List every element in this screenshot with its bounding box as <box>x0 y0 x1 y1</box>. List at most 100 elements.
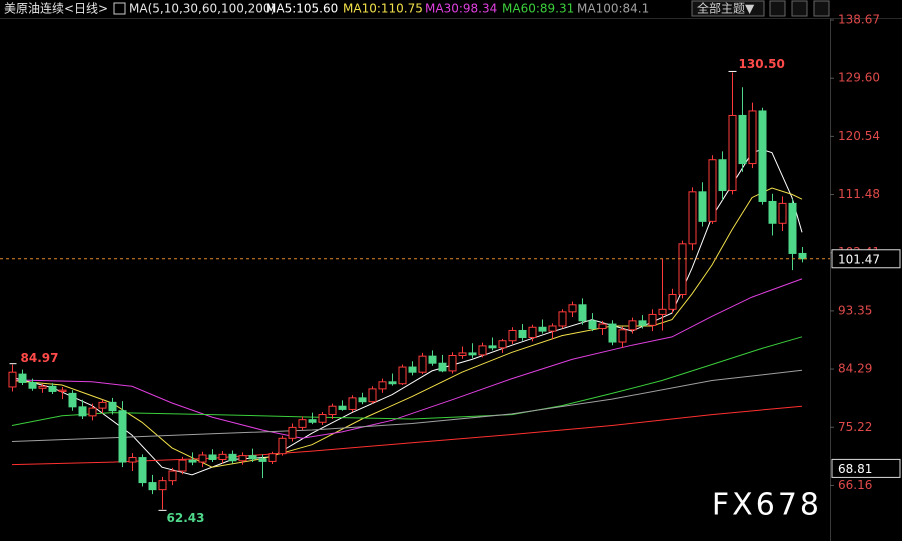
candle-body <box>648 313 657 326</box>
candle-body <box>78 406 87 417</box>
legend-entry: MA60:89.31 <box>502 2 574 16</box>
candle-body <box>798 252 807 260</box>
candle-body <box>598 323 607 330</box>
candle-body <box>608 323 617 343</box>
candle-body <box>498 340 507 349</box>
candle-body <box>248 455 257 460</box>
candle-body <box>448 355 457 372</box>
candle-body <box>558 311 567 327</box>
candle-body <box>768 200 777 224</box>
y-tick-label: 120.54 <box>838 129 880 143</box>
candle-body <box>58 389 67 392</box>
candle-body <box>738 114 747 165</box>
candle-body <box>8 371 17 388</box>
icon-button[interactable] <box>791 0 808 17</box>
candle-body <box>778 202 787 224</box>
candle-body <box>218 453 227 460</box>
candle-body <box>178 459 187 472</box>
y-tick-label: 75.22 <box>838 420 872 434</box>
candle-body <box>508 329 517 342</box>
candle-body <box>788 202 797 254</box>
ma-line <box>11 187 803 468</box>
candle-body <box>208 454 217 460</box>
y-tick-label: 84.29 <box>838 362 872 376</box>
candle-body <box>308 419 317 423</box>
icon-button[interactable] <box>769 0 786 17</box>
marker-price-box <box>831 458 901 478</box>
candle-body <box>638 320 647 326</box>
candle-body <box>368 388 377 403</box>
candle-body <box>698 191 707 222</box>
candle-body <box>668 294 677 310</box>
y-tick-label: 66.16 <box>838 478 872 492</box>
candle-body <box>468 352 477 356</box>
candle-body <box>728 114 737 192</box>
low-label: 62.43 <box>167 511 205 525</box>
candle-body <box>238 455 247 462</box>
candle-body <box>548 325 557 332</box>
candle-body <box>718 159 727 192</box>
candle-body <box>128 457 137 463</box>
candle-body <box>328 405 337 416</box>
candle-body <box>28 381 37 389</box>
legend-entry: MA10:110.75 <box>343 2 423 16</box>
ma-icon[interactable] <box>113 2 126 15</box>
candle-body <box>458 352 467 357</box>
candle-body <box>88 407 97 417</box>
period[interactable]: <日线> <box>64 2 108 16</box>
left-label: 84.97 <box>21 351 59 365</box>
candle-body <box>488 345 497 349</box>
candle-body <box>68 392 77 408</box>
candle-body <box>518 329 527 339</box>
candle-body <box>538 326 547 332</box>
last-price-label: 101.47 <box>838 252 880 266</box>
watermark: FX678 <box>712 488 822 523</box>
candle-body <box>528 326 537 339</box>
candle-body <box>688 191 697 245</box>
y-tick-label: 129.60 <box>838 71 880 85</box>
ma-line <box>11 278 803 439</box>
candle-body <box>338 405 347 410</box>
candle-body <box>168 470 177 482</box>
theme-button-text[interactable]: 全部主题▼ <box>697 1 755 16</box>
candle-body <box>348 397 357 410</box>
candle-body <box>48 385 57 392</box>
candle-body <box>418 355 427 373</box>
legend-entry: MA5:105.60 <box>266 2 338 16</box>
candle-body <box>588 320 597 330</box>
candle-body <box>298 419 307 428</box>
candle-body <box>38 385 47 389</box>
candle-body <box>568 304 577 313</box>
y-tick-label: 111.48 <box>838 187 880 201</box>
candle-body <box>318 414 327 423</box>
legend-entry: MA30:98.34 <box>425 2 497 16</box>
candle-body <box>138 457 147 484</box>
candle-body <box>438 362 447 372</box>
theme-button[interactable] <box>691 0 765 17</box>
marker-price-label: 68.81 <box>838 462 872 476</box>
candle-body <box>148 482 157 491</box>
candle-body <box>118 410 127 463</box>
candle-body <box>98 401 107 409</box>
instrument: 美原油连续 <box>4 1 64 16</box>
high-label: 130.50 <box>739 57 785 71</box>
icon-button[interactable] <box>813 0 830 17</box>
candle-body <box>628 320 637 331</box>
ma-line <box>11 369 803 442</box>
candle-body <box>378 381 387 390</box>
y-tick-label: 138.67 <box>838 13 880 27</box>
candle-body <box>478 345 487 356</box>
candle-body <box>228 453 237 462</box>
y-tick-label: 93.35 <box>838 303 872 317</box>
candle-body <box>358 397 367 403</box>
ma-label: MA(5,10,30,60,100,200) <box>129 2 275 16</box>
candle-body <box>658 308 667 315</box>
candle-body <box>428 355 437 364</box>
legend-entry: MA100:84.1 <box>577 2 649 16</box>
candle-body <box>708 159 717 222</box>
candle-body <box>268 453 277 462</box>
candle-body <box>288 426 297 439</box>
